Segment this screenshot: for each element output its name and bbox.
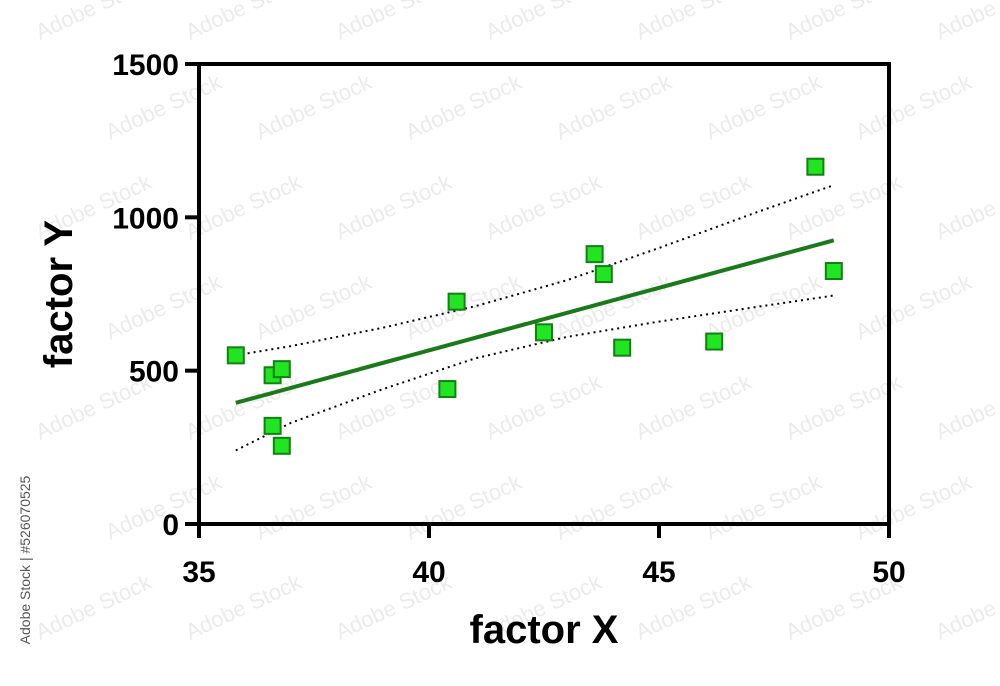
x-axis-title: factor X bbox=[470, 608, 619, 652]
watermark-mark: Adobe Stock bbox=[932, 369, 1000, 445]
data-point bbox=[594, 265, 613, 284]
confidence-band bbox=[235, 184, 835, 452]
data-point bbox=[272, 436, 291, 455]
x-tick-label: 35 bbox=[182, 556, 215, 589]
watermark-mark: Adobe Stock bbox=[252, 69, 377, 145]
y-tick-label: 500 bbox=[129, 356, 179, 389]
x-tick-label: 40 bbox=[412, 556, 445, 589]
watermark-mark: Adobe Stock bbox=[852, 469, 977, 545]
ci-lower-line bbox=[235, 294, 834, 452]
data-point bbox=[447, 292, 466, 311]
regression-line bbox=[235, 238, 835, 405]
plot-frame bbox=[197, 62, 891, 526]
watermark-mark: Adobe Stock bbox=[702, 469, 827, 545]
data-point bbox=[613, 338, 632, 357]
data-point bbox=[272, 360, 291, 379]
watermark-mark: Adobe Stock bbox=[482, 369, 607, 445]
watermark-mark: Adobe Stock bbox=[782, 0, 907, 45]
watermark-mark: Adobe Stock bbox=[852, 269, 977, 345]
data-point bbox=[824, 262, 843, 280]
regression-line-group bbox=[235, 238, 835, 405]
data-point bbox=[226, 346, 245, 365]
data-point bbox=[806, 157, 825, 176]
watermark-mark: Adobe Stock bbox=[252, 269, 377, 345]
watermark-mark: Adobe Stock bbox=[32, 0, 157, 45]
watermark-mark: Adobe Stock bbox=[332, 0, 457, 45]
watermark-mark: Adobe Stock bbox=[632, 169, 757, 245]
x-tick-label: 45 bbox=[642, 556, 675, 589]
watermark-mark: Adobe Stock bbox=[932, 169, 1000, 245]
watermark-mark: Adobe Stock bbox=[182, 0, 307, 45]
watermark-mark: Adobe Stock bbox=[702, 69, 827, 145]
watermark-mark: Adobe Stock bbox=[252, 469, 377, 545]
data-points bbox=[226, 157, 843, 455]
watermark-pattern: Adobe Stock Adobe Stock Adobe Stock Adobe S… bbox=[32, 0, 1000, 645]
data-point bbox=[705, 332, 724, 351]
watermark-mark: Adobe Stock bbox=[932, 569, 1000, 645]
y-tick-label: 1500 bbox=[112, 49, 179, 82]
watermark-mark: Adobe Stock bbox=[552, 69, 677, 145]
data-point bbox=[438, 380, 457, 399]
x-tick-label: 50 bbox=[872, 556, 905, 589]
y-tick-label: 0 bbox=[162, 509, 179, 542]
watermark-mark: Adobe Stock bbox=[332, 369, 457, 445]
data-point bbox=[585, 245, 604, 264]
watermark-mark: Adobe Stock bbox=[932, 0, 1000, 45]
watermark-mark: Adobe Stock bbox=[852, 69, 977, 145]
watermark-mark: Adobe Stock bbox=[102, 269, 227, 345]
watermark-mark: Adobe Stock bbox=[632, 0, 757, 45]
watermark-mark: Adobe Stock bbox=[402, 69, 527, 145]
y-axis-ticks: 0 500 1000 1500 bbox=[112, 49, 199, 542]
data-point bbox=[535, 323, 553, 342]
watermark-mark: Adobe Stock bbox=[482, 0, 607, 45]
watermark-mark: Adobe Stock bbox=[632, 369, 757, 445]
y-axis-title: factor Y bbox=[37, 220, 81, 369]
watermark-mark: Adobe Stock bbox=[32, 569, 157, 645]
x-axis-ticks: 35 40 45 50 bbox=[182, 524, 906, 589]
watermark-mark: Adobe Stock bbox=[332, 169, 457, 245]
watermark-mark: Adobe Stock bbox=[482, 169, 607, 245]
y-tick-label: 1000 bbox=[112, 202, 179, 235]
stock-watermark-id: Adobe Stock | #526070525 bbox=[17, 475, 33, 644]
watermark-mark: Adobe Stock bbox=[402, 469, 527, 545]
data-point bbox=[263, 416, 282, 435]
